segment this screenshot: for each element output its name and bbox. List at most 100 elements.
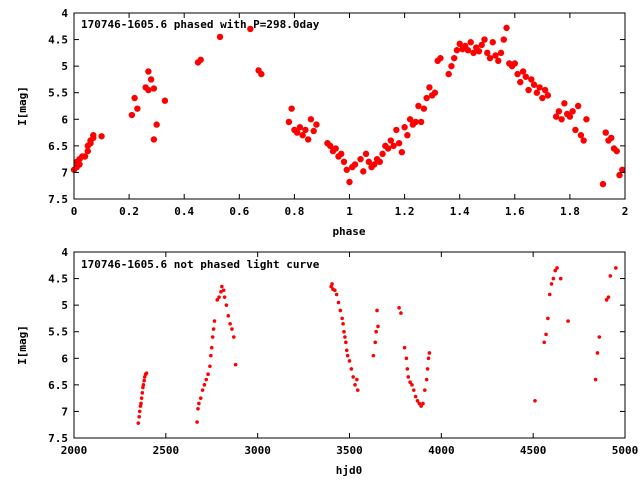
phased-data-point [450, 54, 458, 62]
phased-data-point [552, 113, 560, 120]
phased-data-point [539, 94, 546, 102]
unphased-data-point [210, 335, 215, 339]
phased-data-point [519, 68, 527, 75]
phased-data-point [327, 142, 334, 150]
phased-data-point [464, 47, 472, 54]
unphased-data-point [208, 364, 212, 369]
phased-light-curve-panel: 0 0.2 0.4 0.6 0.8 1 1.2 1.4 1.6 1.8 2 4 4.5 5 5.5 6 6.5 7… [16, 7, 628, 238]
phased-data-point [98, 133, 105, 140]
phased-data-point [401, 124, 408, 131]
unphased-data-point [211, 327, 216, 331]
phased-data-point [486, 54, 494, 62]
unphased-y-tick-label: 5.5 [48, 326, 68, 339]
unphased-data-point [408, 380, 412, 385]
unphased-data-point [419, 404, 423, 408]
phased-data-point [343, 166, 350, 173]
unphased-data-point [334, 292, 339, 297]
unphased-data-point [353, 383, 357, 387]
unphased-data-point [604, 298, 609, 302]
phased-data-point [395, 140, 403, 147]
phased-data-point [145, 68, 152, 75]
unphased-data-point [198, 396, 203, 400]
phased-data-point [404, 132, 411, 139]
unphased-data-point [533, 399, 537, 403]
unphased-x-tick-label: 5000 [612, 444, 639, 457]
phased-data-point [310, 127, 317, 135]
unphased-data-point [606, 295, 611, 299]
unphased-data-point [141, 383, 146, 387]
phased-data-point [420, 105, 428, 112]
unphased-data-point [224, 303, 229, 307]
phased-data-point [313, 121, 320, 128]
phased-data-point [338, 150, 345, 158]
phased-data-point [365, 158, 372, 165]
phased-data-point [497, 49, 505, 57]
phased-data-point [475, 48, 483, 55]
unphased-data-point [196, 406, 200, 411]
unphased-data-point [404, 356, 409, 361]
unphased-data-point [142, 378, 146, 383]
phased-data-point [608, 134, 615, 142]
phased-data-point [415, 102, 422, 110]
unphased-data-point [345, 353, 350, 358]
phased-data-point [293, 129, 301, 136]
unphased-data-point [421, 401, 425, 406]
phased-data-point [583, 116, 590, 123]
phased-data-point [616, 171, 623, 179]
phased-chart-title: 170746-1605.6 phased with P=298.0day [81, 18, 320, 31]
phased-data-point [304, 136, 312, 143]
phased-data-point [302, 126, 309, 134]
phased-data-point [577, 132, 585, 139]
phased-data-point [517, 78, 524, 86]
unphased-data-point [204, 377, 209, 382]
phased-data-point [514, 70, 521, 78]
phased-data-point [357, 155, 364, 163]
phased-data-point [299, 132, 306, 139]
phased-data-point [406, 116, 414, 123]
phased-x-tick-label: 2 [622, 205, 629, 218]
unphased-data-point [374, 329, 378, 334]
phased-x-tick-label: 1.8 [560, 205, 580, 218]
unphased-y-tick-label: 4 [61, 246, 68, 259]
phased-data-point [307, 116, 315, 123]
unphased-data-point [344, 348, 349, 353]
unphased-data-points [136, 266, 618, 425]
phased-data-point [478, 41, 485, 49]
unphased-data-point [555, 266, 559, 270]
unphased-data-point [139, 401, 143, 406]
phased-data-point [390, 142, 397, 150]
unphased-data-point [558, 276, 563, 281]
unphased-data-point [344, 340, 348, 345]
phased-axis-ticks: 0 0.2 0.4 0.6 0.8 1 1.2 1.4 1.6 1.8 2 4 4.5 5 5.5 6 6.5 7… [48, 7, 628, 218]
unphased-data-point [406, 375, 411, 379]
unphased-data-point [425, 367, 430, 371]
unphased-x-tick-label: 3000 [244, 444, 271, 457]
phased-data-point [503, 24, 510, 32]
unphased-data-point [566, 319, 570, 323]
phased-data-point [384, 145, 392, 152]
phased-data-point [387, 137, 395, 144]
phased-data-point [569, 108, 576, 115]
phased-data-point [602, 129, 609, 136]
unphased-data-point [355, 377, 359, 382]
phased-data-point [134, 105, 141, 112]
phased-data-point [360, 168, 367, 175]
phased-x-tick-label: 0.8 [284, 205, 304, 218]
phased-data-point [340, 158, 348, 165]
phased-data-point [131, 94, 138, 102]
unphased-data-point [336, 300, 341, 305]
phased-y-tick-label: 6.5 [48, 140, 68, 153]
phased-data-point [467, 39, 474, 46]
phased-data-point [351, 161, 359, 168]
phased-data-point [561, 100, 568, 107]
phased-data-point [566, 113, 574, 120]
unphased-data-point [410, 383, 414, 387]
phased-data-point [572, 126, 579, 134]
unphased-data-point [547, 292, 552, 297]
unphased-data-point [413, 394, 418, 399]
phased-data-point [456, 40, 463, 48]
unphased-data-point [222, 295, 227, 299]
unphased-data-point [221, 288, 226, 293]
unphased-data-point [230, 327, 234, 331]
